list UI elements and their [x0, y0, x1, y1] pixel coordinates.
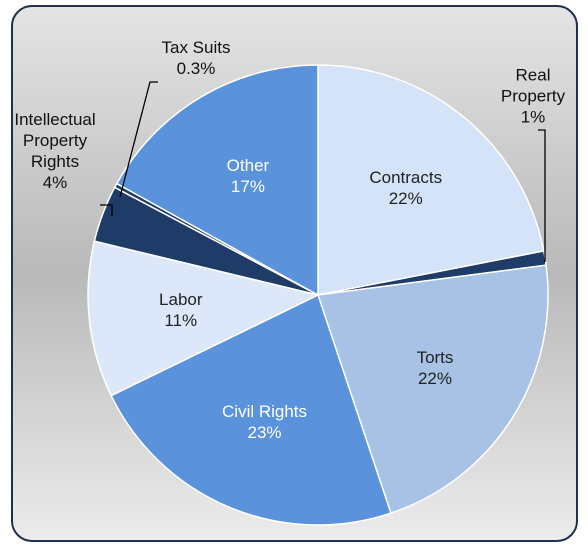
slice-value: 11%	[164, 310, 198, 330]
slice-name: Contracts	[369, 168, 443, 188]
slice-label: Real Property 1%	[493, 65, 573, 128]
pie-slice	[110, 293, 392, 526]
slice-value: 0.3%	[176, 59, 216, 78]
slice-label: Civil Rights 23%	[195, 401, 335, 443]
slice-name: Labor	[159, 289, 203, 309]
slice-label: Labor 11%	[111, 289, 251, 331]
slice-label: Other 17%	[178, 155, 318, 197]
slice-name: Real Property	[500, 65, 566, 106]
slice-label: Tax Suits 0.3%	[146, 37, 246, 79]
pie-slice	[87, 240, 321, 397]
pie-slice	[317, 264, 549, 515]
slice-label: Intellectual Property Rights 4%	[0, 109, 110, 193]
slice-name: Other	[226, 156, 270, 176]
leader-line	[538, 129, 546, 262]
slice-name: Torts	[416, 348, 454, 368]
pie-slice	[115, 64, 319, 297]
slice-value: 4%	[42, 173, 68, 192]
leader-lines	[100, 81, 546, 262]
slice-value: 22%	[388, 189, 423, 209]
leader-line	[100, 204, 113, 216]
slice-value: 23%	[247, 423, 282, 443]
slice-name: Intellectual Property Rights	[14, 110, 96, 171]
slice-value: 1%	[520, 107, 546, 127]
leader-line	[119, 81, 158, 198]
slice-label: Torts 22%	[365, 347, 505, 389]
slice-name: Tax Suits	[161, 38, 231, 57]
pie-slice	[317, 64, 545, 296]
slice-value: 17%	[230, 177, 265, 197]
slice-label: Contracts 22%	[336, 167, 476, 209]
slice-name: Civil Rights	[222, 402, 308, 422]
slice-value: 22%	[417, 369, 452, 389]
